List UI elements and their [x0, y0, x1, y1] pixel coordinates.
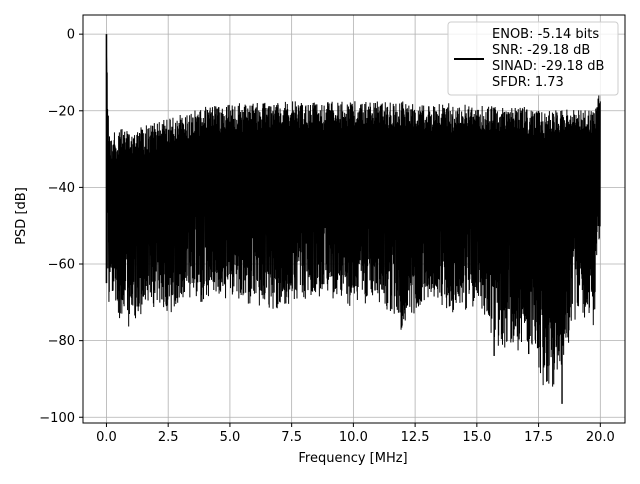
legend-enob: ENOB: -5.14 bits [492, 27, 599, 42]
x-axis-label: Frequency [MHz] [298, 451, 407, 466]
x-tick-label: 10.0 [339, 430, 368, 445]
y-axis-label: PSD [dB] [14, 187, 29, 245]
x-tick-label: 5.0 [220, 430, 241, 445]
y-tick-label: −60 [48, 258, 75, 273]
x-tick-label: 12.5 [401, 430, 430, 445]
x-tick-label: 0.0 [96, 430, 117, 445]
plot-frame [82, 14, 626, 424]
legend-sfdr: SFDR: 1.73 [492, 75, 564, 90]
x-tick-label: 15.0 [462, 430, 491, 445]
x-tick-label: 17.5 [524, 430, 553, 445]
x-tick-label: 2.5 [158, 430, 179, 445]
ticks: 0.0 2.5 5.0 7.5 10.0 12.5 15.0 17.5 20.0 0 −20 −40 −… [39, 28, 615, 445]
legend: ENOB: -5.14 bits SNR: -29.18 dB SINAD: -… [447, 21, 619, 96]
psd-trace [105, 54, 601, 387]
y-tick-label: −20 [48, 104, 75, 119]
legend-box [447, 21, 619, 96]
y-tick-label: −40 [48, 181, 75, 196]
x-tick-label: 7.5 [281, 430, 302, 445]
legend-sinad: SINAD: -29.18 dB [492, 59, 604, 74]
y-tick-label: −100 [39, 411, 75, 426]
x-tick-label: 20.0 [586, 430, 615, 445]
axes [82, 14, 626, 424]
y-tick-label: −80 [48, 334, 75, 349]
data-layer [105, 34, 601, 404]
y-tick-label: 0 [67, 28, 75, 43]
legend-snr: SNR: -29.18 dB [492, 43, 590, 58]
